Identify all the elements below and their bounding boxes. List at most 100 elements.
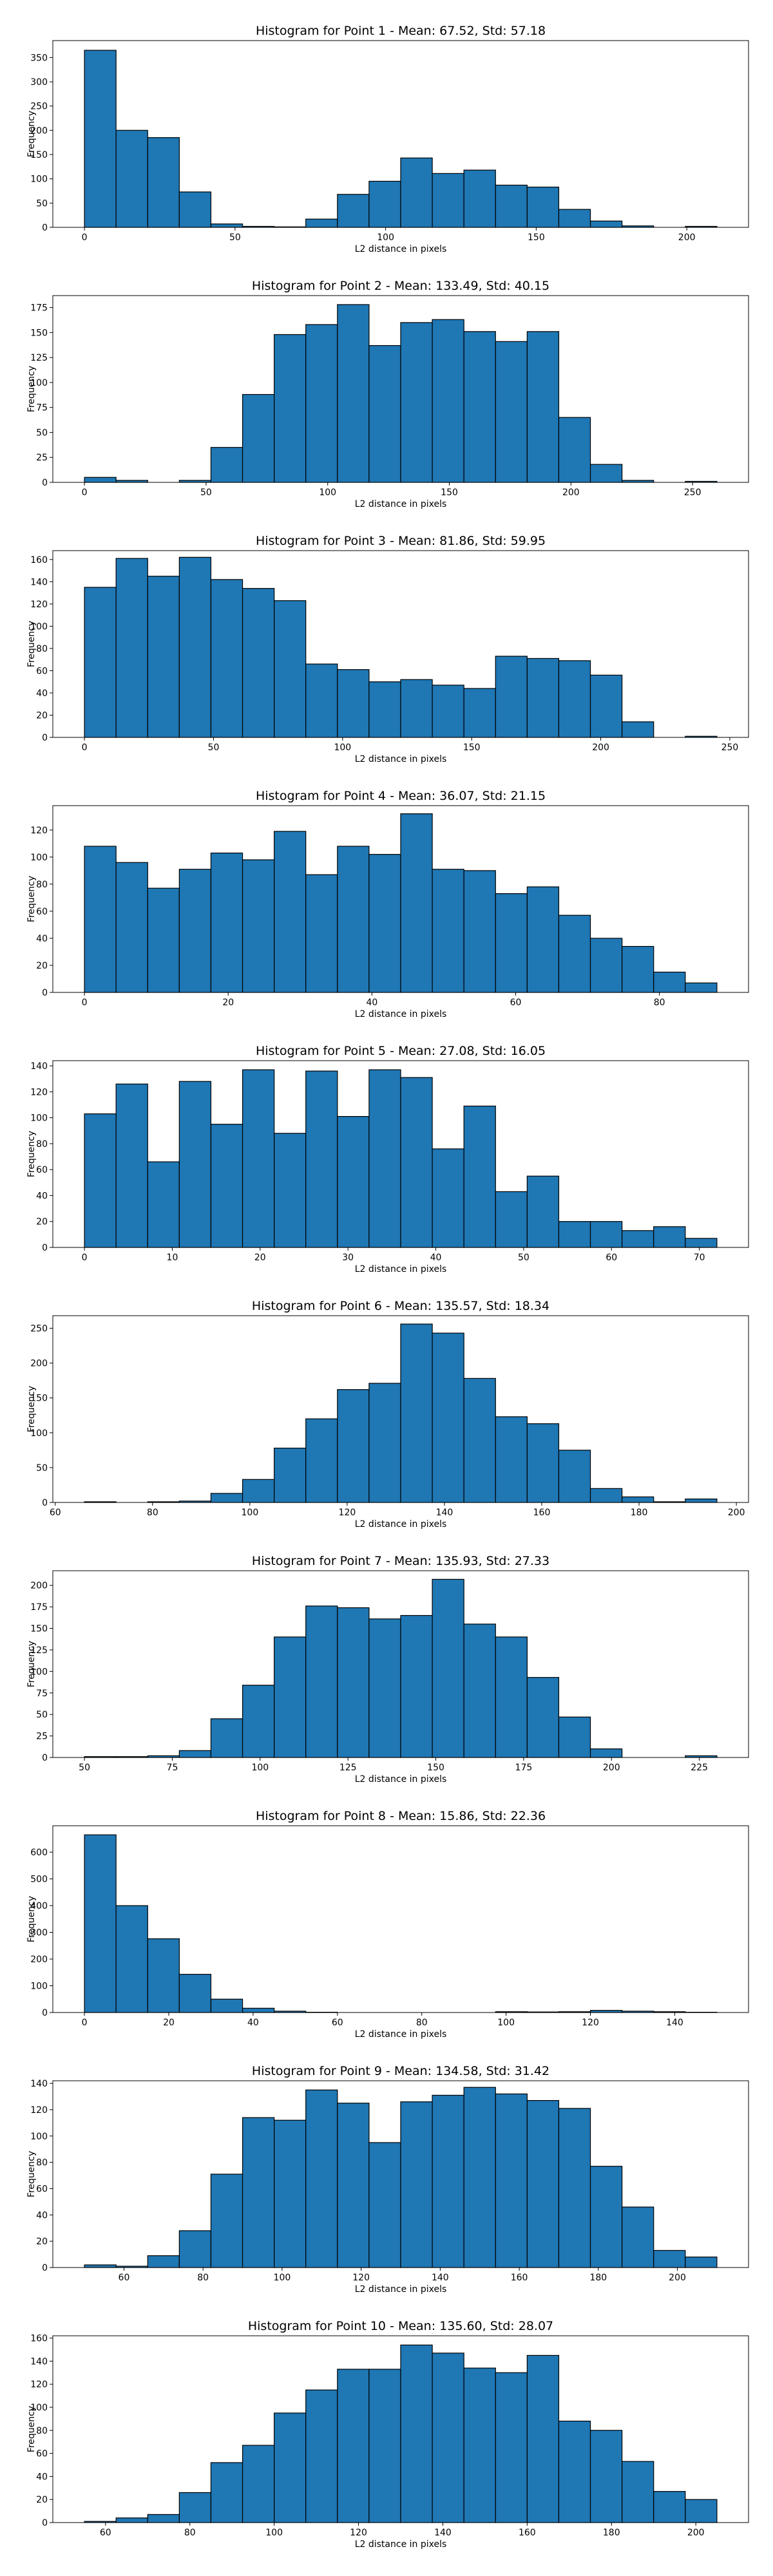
x-tick-label: 0 [82, 1253, 88, 1263]
histogram-bar [84, 1113, 117, 1248]
chart-title: Histogram for Point 6 - Mean: 135.57, St… [252, 1299, 549, 1313]
y-axis-label: Frequency [26, 366, 37, 412]
y-tick-label: 40 [36, 2210, 48, 2221]
histogram-bar [685, 982, 718, 993]
y-tick-label: 200 [30, 1581, 48, 1591]
histogram-bar [653, 1226, 686, 1248]
histogram-bar [589, 2430, 623, 2523]
histogram-panel: Histogram for Point 5 - Mean: 27.08, Std… [26, 1044, 749, 1274]
x-tick-label: 225 [691, 1763, 708, 1773]
histogram-bar [274, 1447, 307, 1503]
histogram-bar [242, 2445, 275, 2523]
y-tick-label: 100 [30, 1113, 48, 1124]
histogram-bar [274, 2119, 307, 2268]
chart-title: Histogram for Point 3 - Mean: 81.86, Std… [256, 534, 546, 548]
histogram-bar [589, 674, 623, 738]
histogram-bar [463, 1105, 496, 1248]
x-tick-label: 100 [497, 2018, 515, 2028]
histogram-bar [147, 1161, 180, 1248]
histogram-panel: Histogram for Point 2 - Mean: 133.49, St… [26, 279, 749, 509]
y-tick-label: 40 [36, 934, 48, 944]
y-tick-label: 140 [30, 2356, 48, 2367]
histogram-bar [400, 2344, 433, 2523]
histogram-bar [368, 2142, 401, 2268]
histogram-bar [463, 870, 496, 993]
histogram-bar [305, 1418, 338, 1503]
histogram-bar [274, 334, 307, 483]
y-tick-label: 80 [36, 1139, 48, 1150]
x-tick-label: 0 [82, 743, 88, 753]
histogram-bar [463, 1624, 496, 1758]
histogram-bar [305, 1605, 338, 1758]
histogram-bar [400, 1077, 433, 1248]
y-tick-label: 25 [36, 1732, 48, 1742]
x-tick-label: 160 [511, 2273, 528, 2283]
histogram-bar [147, 887, 180, 993]
y-tick-label: 50 [36, 428, 48, 438]
histogram-panel: Histogram for Point 7 - Mean: 135.93, St… [26, 1554, 749, 1785]
histogram-bar [653, 2249, 686, 2268]
histogram-bar [84, 50, 117, 228]
histogram-bar [432, 2353, 464, 2523]
x-tick-label: 40 [366, 998, 377, 1008]
x-axis-label: L2 distance in pixels [355, 2539, 447, 2550]
histogram-bar [432, 869, 464, 993]
x-tick-label: 80 [654, 998, 665, 1008]
histogram-bar [210, 1998, 243, 2013]
x-tick-label: 0 [82, 232, 88, 243]
y-tick-label: 200 [30, 1955, 48, 1965]
histogram-bar [558, 660, 591, 738]
histogram-bar [210, 447, 243, 483]
x-tick-label: 200 [678, 232, 696, 243]
histogram-bar [337, 2103, 370, 2268]
x-tick-label: 0 [82, 998, 88, 1008]
x-tick-label: 150 [528, 232, 545, 243]
y-tick-label: 140 [30, 577, 48, 587]
y-tick-label: 20 [36, 961, 48, 971]
histogram-bar [305, 663, 338, 738]
histogram-bar [368, 854, 401, 993]
histogram-bar [685, 2499, 718, 2523]
histogram-bar [495, 1191, 528, 1248]
histogram-bar [400, 679, 433, 738]
histogram-bar [400, 322, 433, 483]
histogram-bar [558, 209, 591, 228]
y-tick-label: 40 [36, 688, 48, 699]
histogram-bar [526, 186, 560, 228]
x-tick-label: 100 [274, 2273, 291, 2283]
y-tick-label: 0 [42, 2518, 48, 2528]
histogram-bar [210, 223, 243, 228]
histogram-bar [178, 869, 212, 993]
chart-title: Histogram for Point 9 - Mean: 134.58, St… [252, 2064, 549, 2078]
histogram-bar [685, 1498, 718, 1503]
y-tick-label: 100 [30, 378, 48, 388]
y-tick-label: 80 [36, 2158, 48, 2168]
x-tick-label: 10 [167, 1253, 178, 1263]
axes-frame [52, 1315, 749, 1503]
y-tick-label: 400 [30, 1901, 48, 1911]
histogram-bar [147, 576, 180, 738]
x-tick-label: 200 [687, 2528, 705, 2538]
x-tick-label: 100 [265, 2528, 283, 2538]
x-tick-label: 180 [589, 2273, 607, 2283]
chart-title: Histogram for Point 10 - Mean: 135.60, S… [248, 2319, 553, 2333]
y-tick-label: 80 [36, 644, 48, 654]
axes-frame [52, 1825, 749, 2013]
x-tick-label: 0 [82, 2018, 88, 2028]
x-tick-label: 200 [603, 1763, 620, 1773]
x-tick-label: 140 [434, 2528, 452, 2538]
x-tick-label: 60 [50, 1508, 61, 1518]
y-tick-label: 25 [36, 453, 48, 463]
y-tick-label: 60 [36, 2184, 48, 2194]
x-tick-label: 120 [582, 2018, 599, 2028]
x-tick-label: 100 [334, 743, 351, 753]
x-tick-label: 150 [427, 1763, 444, 1773]
x-tick-label: 180 [603, 2528, 620, 2538]
histogram-panel: Histogram for Point 8 - Mean: 15.86, Std… [26, 1809, 749, 2040]
x-tick-label: 20 [163, 2018, 175, 2028]
x-axis-label: L2 distance in pixels [355, 754, 447, 764]
histogram-bar [526, 658, 560, 738]
x-tick-label: 125 [339, 1763, 357, 1773]
histogram-bar [622, 2461, 654, 2523]
histogram-bar [242, 2007, 275, 2013]
